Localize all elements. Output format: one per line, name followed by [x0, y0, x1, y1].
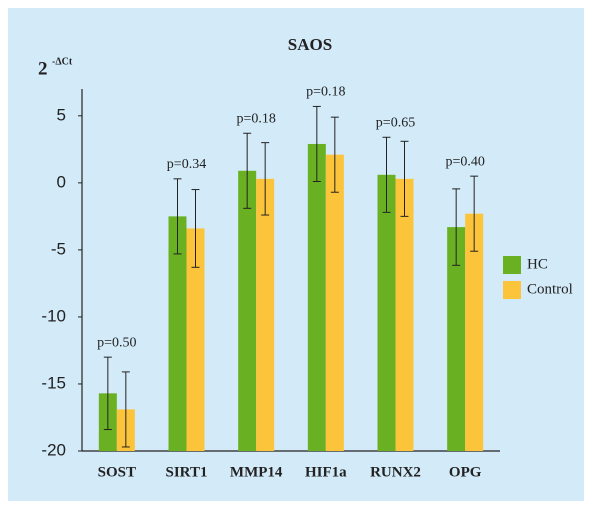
bar — [186, 228, 205, 451]
bar — [377, 174, 396, 451]
error-bar — [191, 189, 200, 268]
p-value-label: p=0.34 — [167, 157, 206, 172]
legend-swatch — [503, 281, 521, 299]
y-tick-label: -20 — [41, 440, 66, 459]
x-tick-label: MMP14 — [230, 464, 283, 480]
bar — [238, 170, 257, 451]
p-value-label: p=0.40 — [445, 154, 484, 169]
chart-background — [8, 8, 584, 501]
p-value-label: p=0.65 — [376, 115, 415, 130]
error-bar — [470, 175, 479, 252]
legend-label: HC — [527, 256, 548, 272]
error-bar — [330, 116, 339, 193]
bar — [395, 178, 414, 451]
bar — [307, 143, 326, 451]
x-tick-label: SIRT1 — [166, 464, 208, 480]
error-bar — [400, 140, 409, 217]
bar — [465, 213, 484, 451]
error-bar — [121, 371, 130, 448]
x-tick-label: RUNX2 — [370, 464, 421, 480]
bar — [168, 216, 187, 451]
error-bar — [382, 136, 391, 213]
p-value-label: p=0.50 — [97, 335, 136, 350]
x-tick-label: HIF1a — [305, 464, 347, 480]
error-bar — [173, 178, 182, 255]
error-bar — [243, 132, 252, 209]
bar — [256, 178, 275, 451]
error-bar — [312, 105, 321, 183]
p-value-label: p=0.18 — [306, 85, 345, 100]
legend-label: Control — [527, 281, 573, 297]
error-bar — [261, 142, 270, 216]
y-tick-label: 0 — [57, 172, 66, 191]
x-tick-label: OPG — [449, 464, 482, 480]
error-bar — [452, 188, 461, 266]
legend-swatch — [503, 256, 521, 274]
bar — [447, 227, 466, 451]
y-tick-label: -5 — [51, 239, 66, 258]
chart-title: SAOS — [288, 35, 332, 54]
y-axis-label: 2 — [38, 58, 48, 79]
error-bar — [103, 356, 112, 431]
x-tick-label: SOST — [98, 464, 136, 480]
bar — [325, 154, 344, 451]
y-axis-label-superscript: -ΔCt — [52, 56, 73, 67]
y-tick-label: -15 — [41, 373, 66, 392]
y-tick-label: 5 — [57, 105, 66, 124]
p-value-label: p=0.18 — [236, 111, 275, 126]
y-tick-label: -10 — [41, 306, 66, 325]
